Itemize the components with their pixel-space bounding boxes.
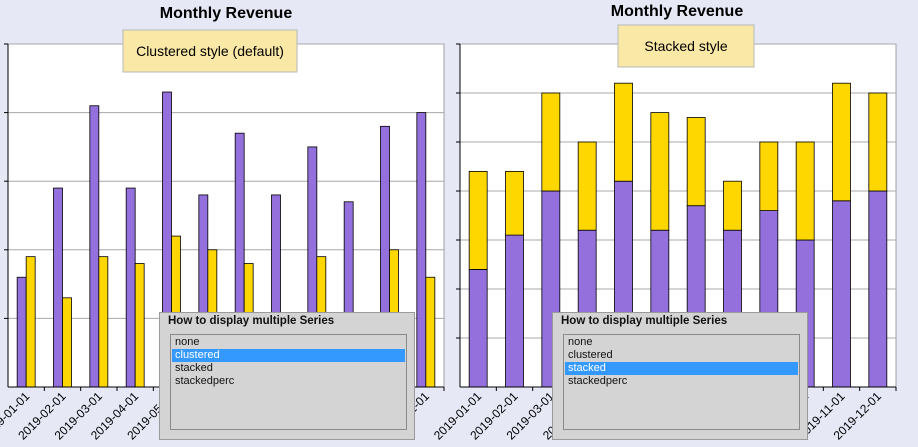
right-bar-2-2019-07-01 — [686, 117, 706, 207]
right-bar-2-2019-04-01 — [577, 141, 597, 231]
left-bar-1-2019-04-01 — [125, 187, 136, 388]
left-bar-1-2019-03-01 — [89, 105, 100, 388]
left-bar-1-2019-12-01 — [416, 112, 427, 388]
right-bar-2-2019-10-01 — [795, 141, 815, 241]
right-bar-1-2019-01-01 — [468, 268, 488, 388]
right-option-none[interactable]: none — [568, 336, 593, 348]
left-selector-title: How to display multiple Series — [168, 315, 335, 327]
left-annotation-text: Clustered style (default) — [136, 43, 284, 59]
right-bar-2-2019-05-01 — [614, 82, 633, 182]
right-annotation-box — [617, 24, 755, 68]
right-chart: 2019-01-012019-02-012019-03-012019-04-01… — [431, 3, 897, 443]
right-bar-1-2019-11-01 — [832, 200, 851, 388]
right-bar-2-2019-09-01 — [759, 141, 779, 211]
right-annotation-text: Stacked style — [644, 38, 727, 54]
right-bar-2-2019-06-01 — [650, 112, 670, 231]
left-option-stacked[interactable]: stacked — [175, 362, 213, 374]
right-option-stacked[interactable]: stacked — [565, 362, 798, 375]
right-option-stackedperc[interactable]: stackedperc — [568, 375, 628, 387]
right-bar-2-2019-08-01 — [723, 180, 742, 231]
right-bar-2-2019-02-01 — [505, 170, 524, 236]
left-chart-title: Monthly Revenue — [160, 5, 293, 22]
left-bar-2-2019-02-01 — [62, 297, 72, 388]
left-annotation-box — [122, 29, 298, 73]
left-option-none[interactable]: none — [175, 336, 200, 348]
left-bar-1-2019-01-01 — [16, 276, 27, 388]
left-bar-2-2019-12-01 — [425, 276, 436, 388]
left-bar-2-2019-04-01 — [134, 263, 145, 388]
right-bar-2-2019-12-01 — [868, 92, 888, 192]
right-bar-2-2019-11-01 — [832, 82, 851, 202]
left-bar-2-2019-03-01 — [98, 256, 109, 388]
left-bar-1-2019-02-01 — [53, 187, 63, 388]
left-series-selector: How to display multiple Series none clus… — [159, 312, 415, 440]
right-series-selector: How to display multiple Series none clus… — [552, 312, 808, 440]
right-option-clustered[interactable]: clustered — [568, 349, 613, 361]
left-bar-2-2019-01-01 — [25, 256, 36, 388]
right-gridlines — [456, 43, 896, 339]
right-bar-1-2019-02-01 — [505, 234, 524, 388]
right-selector-title: How to display multiple Series — [561, 315, 728, 327]
right-chart-title: Monthly Revenue — [611, 3, 744, 20]
left-series-listbox[interactable]: none clustered stacked stackedperc — [170, 334, 407, 430]
right-bar-2-2019-03-01 — [541, 92, 561, 192]
right-bar-1-2019-12-01 — [868, 190, 888, 388]
left-option-clustered[interactable]: clustered — [172, 349, 405, 362]
left-option-stackedperc[interactable]: stackedperc — [175, 375, 235, 387]
right-series-listbox[interactable]: none clustered stacked stackedperc — [563, 334, 800, 430]
right-bar-2-2019-01-01 — [468, 170, 488, 270]
